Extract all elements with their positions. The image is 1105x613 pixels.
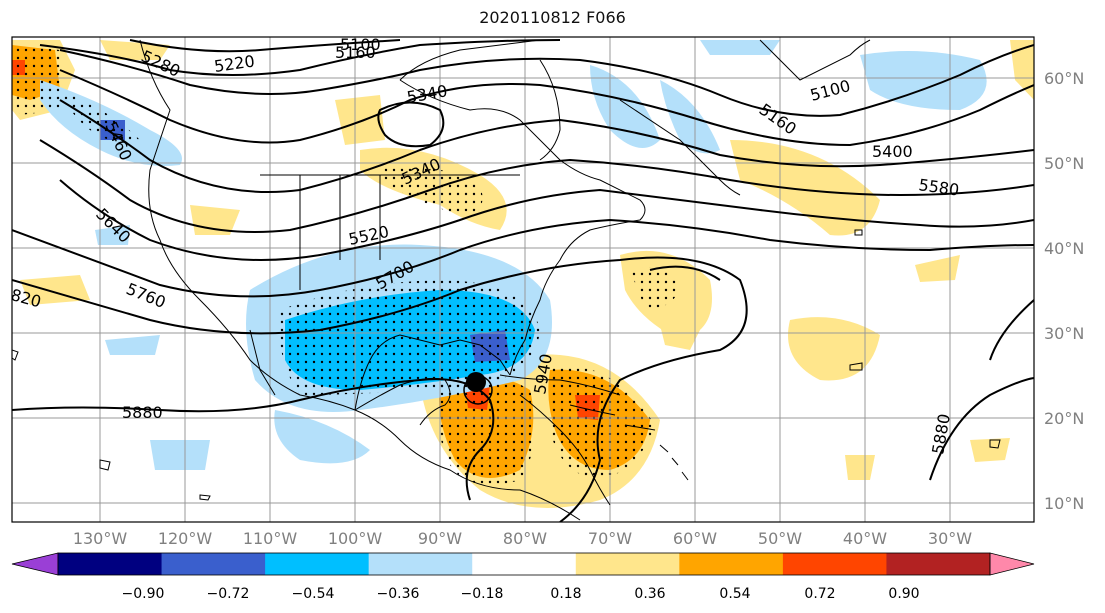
contour-label: 5880	[122, 403, 163, 422]
colorbar	[11, 552, 1035, 576]
longitude-labels: 130°W 120°W 110°W 100°W 90°W 80°W 70°W 6…	[73, 529, 972, 548]
contour-label: 5160	[335, 43, 376, 62]
lon-label: 100°W	[328, 529, 383, 548]
lon-label: 40°W	[843, 529, 887, 548]
colorbar-ticks: −0.90 −0.72 −0.54 −0.36 −0.18 0.18 0.36 …	[122, 586, 920, 602]
colorbar-tick: −0.72	[207, 586, 250, 602]
colorbar-tick: −0.90	[122, 586, 165, 602]
lon-label: 30°W	[928, 529, 972, 548]
colorbar-tick: −0.18	[461, 586, 504, 602]
colorbar-segment	[575, 553, 680, 575]
colorbar-segment	[472, 553, 577, 575]
height-contours	[12, 39, 1034, 522]
lat-label: 20°N	[1044, 409, 1084, 428]
coastlines	[12, 39, 1001, 521]
lon-label: 120°W	[158, 529, 213, 548]
colorbar-tick: −0.54	[292, 586, 335, 602]
colorbar-tick: 0.54	[719, 586, 750, 602]
colorbar-extend-low	[11, 552, 59, 576]
colorbar-tick: 0.18	[550, 586, 581, 602]
colorbar-tick: 0.72	[804, 586, 835, 602]
lon-label: 90°W	[418, 529, 462, 548]
lat-label: 30°N	[1044, 324, 1084, 343]
colorbar-tick: 0.36	[634, 586, 665, 602]
lon-label: 80°W	[503, 529, 547, 548]
contour-labels: 5100 5160 5280 5220 5340 5460 5400 5580 …	[12, 35, 960, 456]
contour-label: 5100	[340, 35, 381, 54]
colorbar-tick: −0.36	[377, 586, 420, 602]
colorbar-segment	[58, 553, 163, 575]
lat-label: 40°N	[1044, 239, 1084, 258]
map-border	[11, 36, 1035, 523]
colorbar-segment	[782, 553, 887, 575]
lon-label: 110°W	[243, 529, 298, 548]
colorbar-border	[57, 552, 991, 576]
colorbar-segment	[265, 553, 370, 575]
colorbar-segment	[368, 553, 473, 575]
colorbar-extend-high	[989, 552, 1035, 576]
colorbar-segment	[886, 553, 991, 575]
colorbar-segment	[679, 553, 784, 575]
colorbar-tick: 0.90	[888, 586, 919, 602]
lat-label: 10°N	[1044, 494, 1084, 513]
lon-label: 70°W	[588, 529, 632, 548]
contour-label: 5400	[872, 142, 913, 161]
lat-label: 60°N	[1044, 69, 1084, 88]
lon-label: 130°W	[73, 529, 128, 548]
lon-label: 60°W	[673, 529, 717, 548]
lat-label: 50°N	[1044, 154, 1084, 173]
lon-label: 50°W	[758, 529, 802, 548]
map-title: 2020110812 F066	[479, 8, 626, 27]
latitude-labels: 60°N 50°N 40°N 30°N 20°N 10°N	[1044, 69, 1084, 513]
colorbar-segment	[161, 553, 266, 575]
storm-center-marker	[463, 372, 493, 405]
